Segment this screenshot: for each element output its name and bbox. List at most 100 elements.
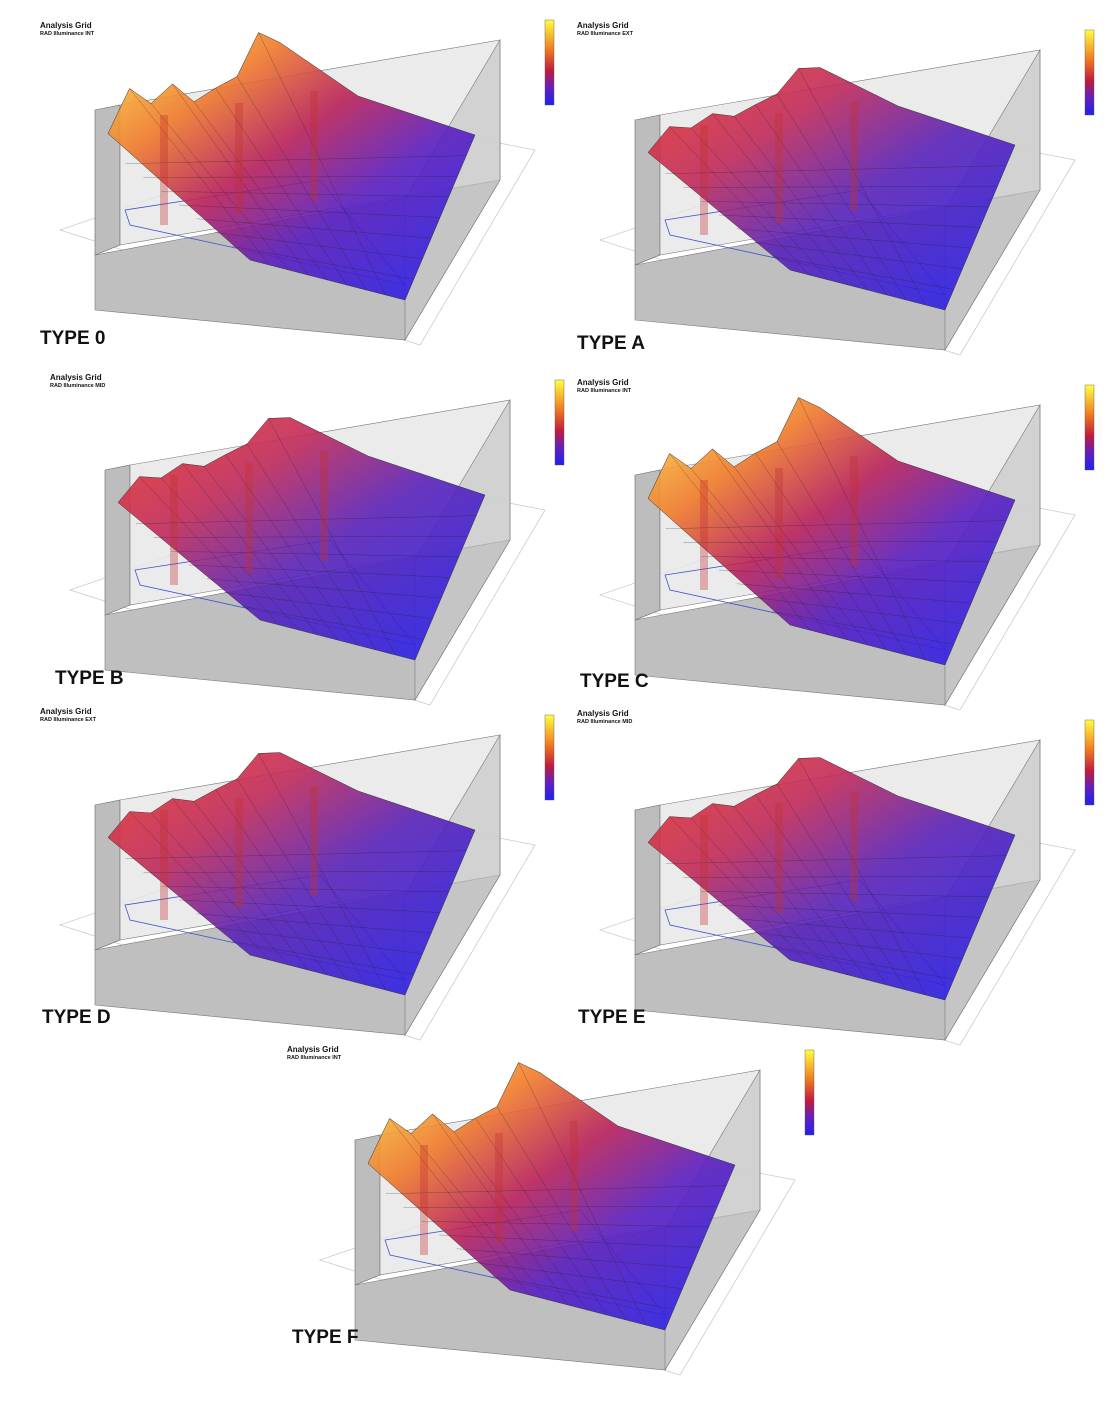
mesh-line	[161, 191, 449, 198]
analysis-panel	[598, 384, 1095, 711]
mesh-line	[143, 176, 458, 178]
type-label: TYPE E	[578, 1007, 646, 1028]
mullion	[850, 101, 858, 211]
mesh-line	[665, 520, 1007, 529]
mesh-line	[474, 1262, 683, 1289]
mullion	[170, 475, 178, 585]
mullion	[310, 91, 318, 201]
mesh-line	[232, 941, 414, 975]
mesh-line	[246, 443, 377, 651]
mesh-line	[754, 932, 963, 959]
mesh-line	[139, 476, 280, 626]
mesh-line	[178, 204, 441, 218]
mesh-line	[772, 946, 954, 980]
mesh-line	[736, 918, 972, 939]
left-wall	[634, 114, 661, 266]
header-title: Analysis Grid	[577, 378, 629, 387]
mesh-line	[171, 551, 459, 558]
mesh-line	[754, 597, 963, 624]
color-bar	[804, 1049, 815, 1136]
mesh-line	[736, 583, 972, 604]
color-bar	[544, 19, 555, 106]
color-bar	[1084, 384, 1095, 471]
mesh-line	[215, 87, 348, 286]
mullion	[495, 1133, 503, 1243]
mesh-line	[736, 228, 972, 249]
mesh-line	[410, 1133, 549, 1301]
mullion	[160, 115, 168, 225]
mesh-line	[690, 127, 829, 281]
mullion	[245, 463, 253, 573]
mesh-line	[135, 515, 477, 524]
mesh-line	[755, 794, 888, 986]
mesh-line	[718, 214, 981, 228]
mullion	[160, 810, 168, 920]
mullion	[235, 103, 243, 213]
mesh-line	[776, 93, 907, 301]
mesh-line	[669, 453, 810, 631]
mesh-line	[214, 232, 423, 259]
mesh-line	[193, 101, 328, 281]
mesh-line	[224, 592, 433, 619]
mesh-line	[690, 817, 829, 971]
mesh-line	[160, 477, 299, 631]
mesh-line	[215, 789, 348, 981]
mesh-line	[206, 578, 442, 599]
mullion	[700, 480, 708, 590]
mullion	[850, 456, 858, 566]
mesh-line	[150, 812, 289, 966]
header-subtitle: RAD Illuminance EXT	[40, 717, 97, 723]
mullion	[850, 791, 858, 901]
mesh-line	[701, 891, 989, 898]
mesh-line	[755, 452, 888, 651]
mesh-line	[496, 1106, 627, 1321]
mullion	[775, 803, 783, 913]
mesh-line	[718, 569, 981, 583]
left-wall	[104, 464, 131, 616]
mesh-line	[755, 104, 888, 296]
analysis-panel	[68, 379, 565, 706]
header-subtitle: RAD Illuminance INT	[287, 1055, 342, 1061]
mesh-line	[772, 256, 954, 290]
type-label: TYPE B	[55, 668, 124, 689]
analysis-panel	[598, 29, 1095, 356]
mesh-line	[125, 155, 467, 164]
left-wall	[94, 799, 121, 951]
mesh-line	[432, 1113, 569, 1306]
mesh-line	[712, 113, 849, 286]
header-title: Analysis Grid	[577, 21, 629, 30]
mullion	[310, 786, 318, 896]
mesh-line	[172, 798, 309, 971]
illuminance-surface	[107, 752, 476, 996]
illuminance-surface	[647, 757, 1016, 1001]
type-label: TYPE D	[42, 1007, 111, 1028]
mullion	[700, 815, 708, 925]
mesh-line	[776, 441, 907, 656]
mesh-line	[389, 1118, 530, 1296]
mesh-line	[438, 1234, 701, 1248]
mesh-line	[236, 76, 367, 291]
mesh-line	[232, 246, 414, 280]
header-subtitle: RAD Illuminance EXT	[577, 31, 634, 37]
illuminance-surface	[647, 67, 1016, 311]
mesh-line	[456, 1248, 692, 1269]
illuminance-surface	[117, 417, 486, 661]
mesh-line	[129, 88, 270, 266]
header-subtitle: RAD Illuminance MID	[577, 719, 632, 725]
mesh-line	[701, 556, 989, 563]
mesh-line	[421, 1221, 709, 1228]
mesh-line	[701, 201, 989, 208]
analysis-panel	[58, 19, 555, 346]
mesh-line	[225, 454, 358, 646]
mesh-line	[475, 1117, 608, 1316]
mesh-line	[683, 876, 998, 878]
mesh-line	[665, 165, 1007, 174]
mullion	[235, 798, 243, 908]
type-label: TYPE C	[580, 671, 649, 692]
mesh-line	[665, 855, 1007, 864]
mullion	[420, 1145, 428, 1255]
mesh-line	[125, 850, 467, 859]
color-bar	[1084, 29, 1095, 116]
mesh-line	[153, 536, 468, 538]
